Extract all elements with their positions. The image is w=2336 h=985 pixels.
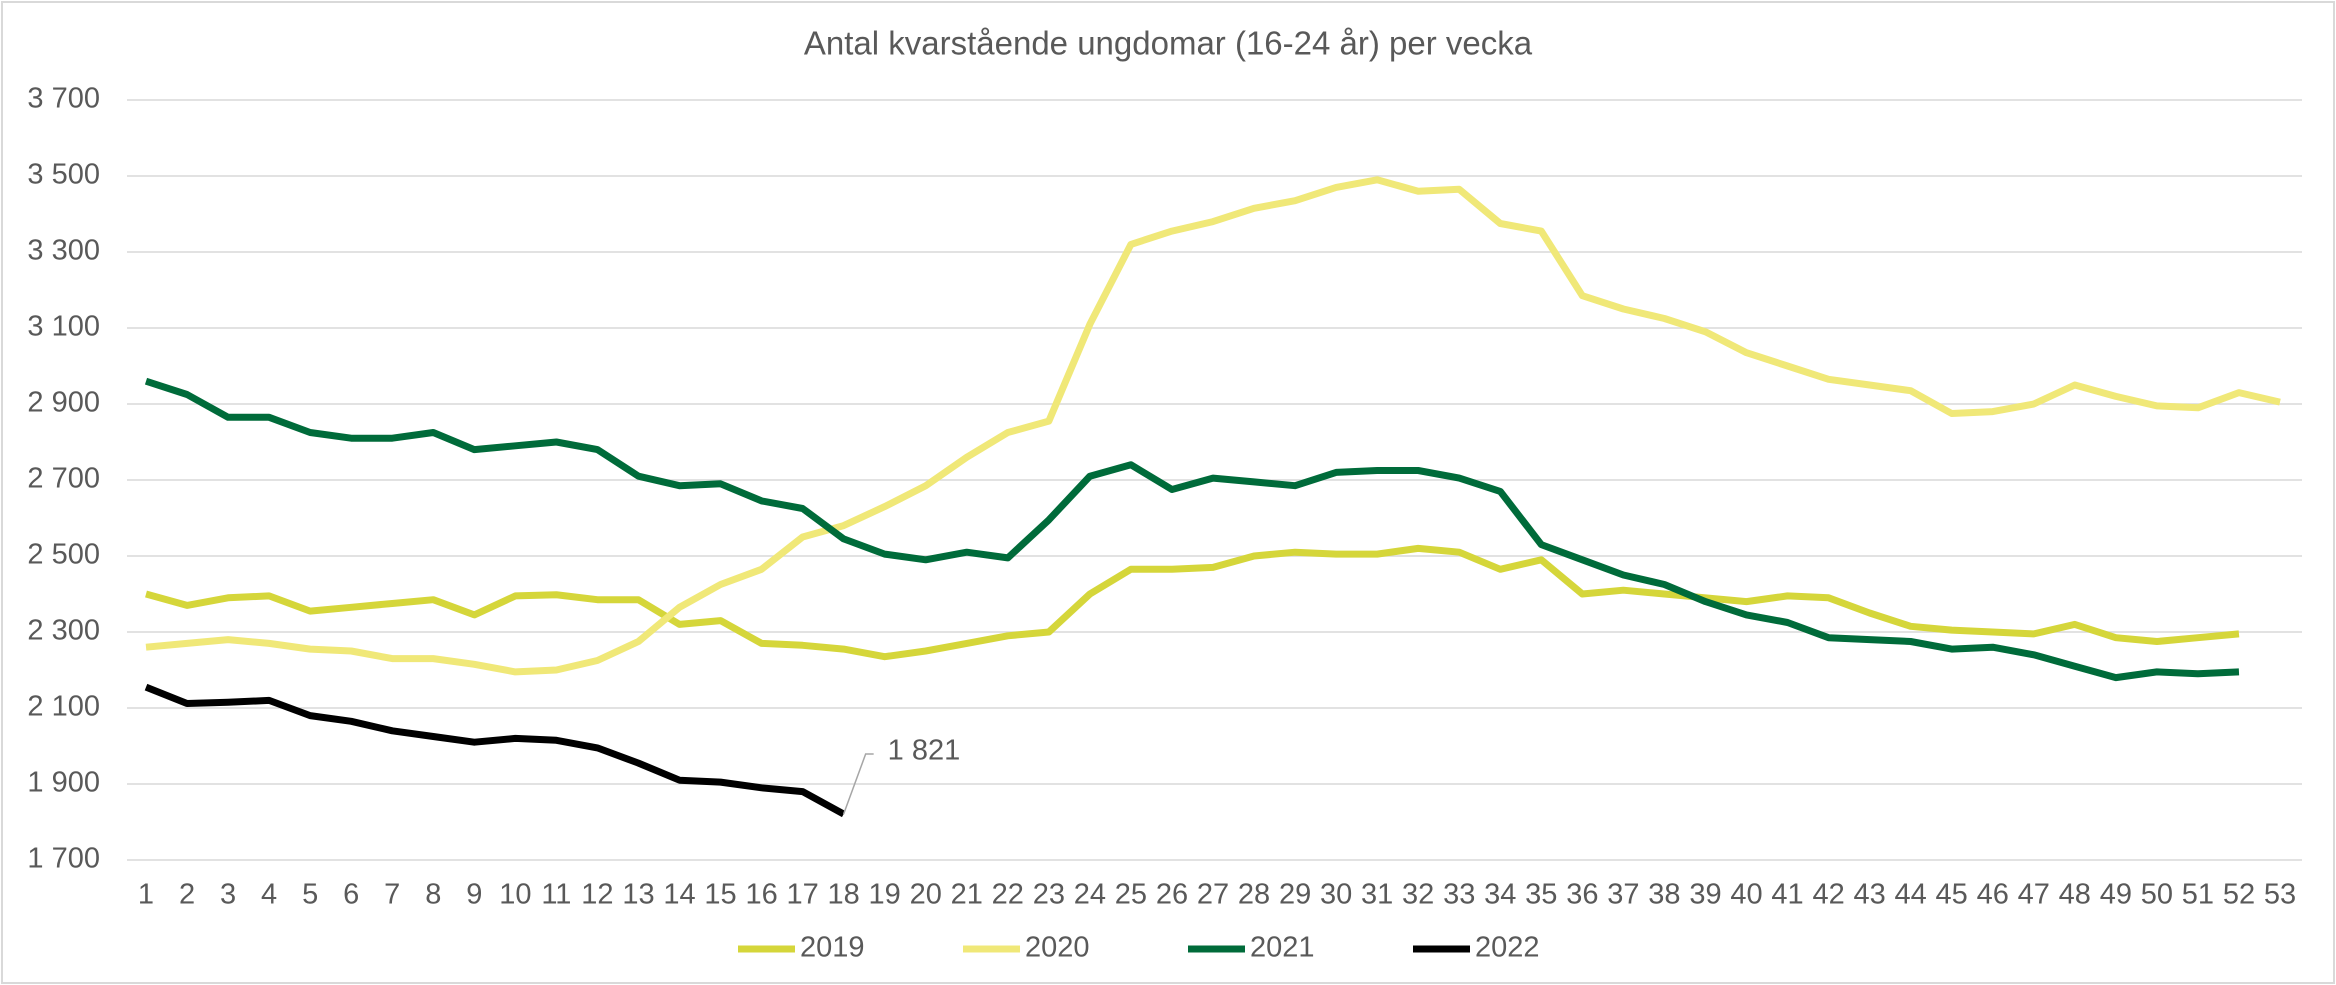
- y-tick-label: 3 300: [27, 235, 100, 267]
- x-tick-label: 7: [384, 879, 400, 911]
- x-tick-label: 18: [828, 879, 860, 911]
- x-tick-label: 17: [786, 879, 818, 911]
- y-tick-label: 2 700: [27, 463, 100, 495]
- y-tick-label: 2 300: [27, 615, 100, 647]
- line-series: [145, 544, 2240, 661]
- y-tick-label: 3 500: [27, 159, 100, 191]
- x-tick-label: 9: [466, 879, 482, 911]
- x-tick-label: 10: [499, 879, 531, 911]
- legend-label: 2021: [1250, 932, 1315, 964]
- y-tick-label: 1 900: [27, 767, 100, 799]
- x-tick-label: 39: [1689, 879, 1721, 911]
- x-tick-label: 50: [2141, 879, 2173, 911]
- x-tick-label: 43: [1853, 879, 1885, 911]
- x-tick-label: 1: [138, 879, 154, 911]
- x-tick-label: 20: [910, 879, 942, 911]
- x-tick-label: 2: [179, 879, 195, 911]
- label-leader: [842, 753, 874, 815]
- x-tick-label: 30: [1320, 879, 1352, 911]
- x-tick-label: 44: [1895, 879, 1927, 911]
- x-tick-label: 22: [992, 879, 1024, 911]
- legend-label: 2019: [800, 932, 865, 964]
- x-tick-label: 41: [1771, 879, 1803, 911]
- x-tick-label: 23: [1033, 879, 1065, 911]
- y-tick-label: 2 500: [27, 539, 100, 571]
- x-tick-label: 34: [1484, 879, 1516, 911]
- x-tick-label: 5: [302, 879, 318, 911]
- x-tick-label: 35: [1525, 879, 1557, 911]
- line-series: [144, 683, 846, 818]
- chart-title: Antal kvarstående ungdomar (16-24 år) pe…: [804, 25, 1533, 62]
- x-tick-label: 47: [2018, 879, 2050, 911]
- x-tick-label: 19: [869, 879, 901, 911]
- line-series: [144, 377, 2240, 682]
- x-tick-label: 28: [1238, 879, 1270, 911]
- x-tick-label: 45: [1936, 879, 1968, 911]
- y-tick-label: 2 900: [27, 387, 100, 419]
- data-label: 1 821: [888, 735, 961, 767]
- x-tick-label: 52: [2223, 879, 2255, 911]
- y-tick-label: 2 100: [27, 691, 100, 723]
- x-tick-label: 14: [663, 879, 695, 911]
- x-tick-label: 24: [1074, 879, 1106, 911]
- x-tick-label: 27: [1197, 879, 1229, 911]
- x-tick-label: 25: [1115, 879, 1147, 911]
- x-tick-label: 48: [2059, 879, 2091, 911]
- y-tick-label: 1 700: [27, 843, 100, 875]
- x-tick-label: 29: [1279, 879, 1311, 911]
- x-tick-label: 33: [1443, 879, 1475, 911]
- x-tick-label: 40: [1730, 879, 1762, 911]
- x-tick-label: 37: [1607, 879, 1639, 911]
- x-tick-label: 21: [951, 879, 983, 911]
- x-tick-label: 6: [343, 879, 359, 911]
- x-tick-label: 15: [704, 879, 736, 911]
- x-tick-label: 31: [1361, 879, 1393, 911]
- line-series: [145, 176, 2281, 676]
- x-tick-label: 46: [1977, 879, 2009, 911]
- x-tick-label: 49: [2100, 879, 2132, 911]
- x-tick-label: 32: [1402, 879, 1434, 911]
- y-tick-label: 3 700: [27, 83, 100, 115]
- x-tick-label: 38: [1648, 879, 1680, 911]
- x-tick-label: 8: [425, 879, 441, 911]
- x-tick-label: 13: [622, 879, 654, 911]
- x-tick-label: 26: [1156, 879, 1188, 911]
- x-tick-label: 3: [220, 879, 236, 911]
- x-tick-label: 12: [581, 879, 613, 911]
- x-tick-label: 4: [261, 879, 277, 911]
- x-tick-label: 53: [2264, 879, 2296, 911]
- y-tick-label: 3 100: [27, 311, 100, 343]
- legend-label: 2022: [1475, 932, 1540, 964]
- x-tick-label: 16: [745, 879, 777, 911]
- legend-label: 2020: [1025, 932, 1090, 964]
- x-tick-label: 42: [1812, 879, 1844, 911]
- x-tick-label: 51: [2182, 879, 2214, 911]
- x-tick-label: 36: [1566, 879, 1598, 911]
- x-tick-label: 11: [541, 879, 571, 911]
